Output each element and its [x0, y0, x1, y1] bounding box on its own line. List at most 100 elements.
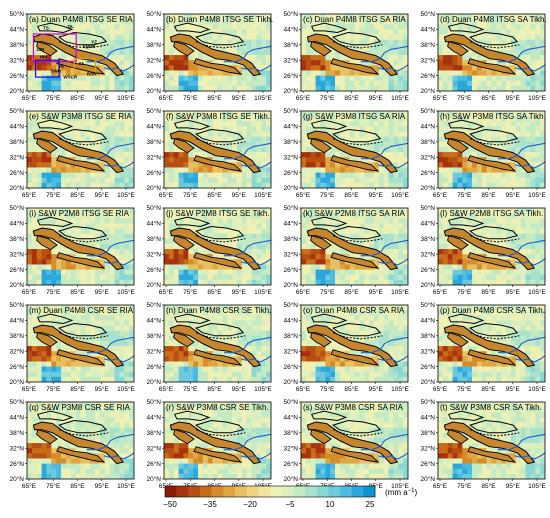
- lat-label: 44°N: [420, 220, 435, 228]
- colorbar-swatch: [293, 486, 306, 497]
- panel-title: (i) S&W P2M8 ITSG SE RIA: [29, 209, 130, 218]
- colorbar-swatch: [281, 486, 294, 497]
- lon-label: 105°E: [528, 288, 546, 296]
- glacier-region: [36, 235, 58, 251]
- lon-label: 65°E: [433, 385, 448, 393]
- river: [223, 142, 272, 160]
- region-boundary-dashed: [58, 332, 109, 340]
- lon-label: 85°E: [344, 288, 359, 296]
- river: [497, 45, 546, 63]
- lat-label: 38°N: [9, 138, 24, 146]
- map-panel: (q) S&W P3M8 CSR SE RIA 50°N 44°N 38°N 32°N 2…: [9, 398, 135, 490]
- lat-label: 32°N: [9, 153, 24, 161]
- lat-label: 32°N: [283, 347, 298, 355]
- panel-title: (s) S&W P3M8 CSR SA RIA: [303, 403, 404, 412]
- region-outline: [57, 419, 108, 434]
- lat-label: 38°N: [420, 41, 435, 49]
- lat-label: 38°N: [283, 235, 298, 243]
- lat-label: 50°N: [283, 107, 298, 115]
- map-panel: (n) Duan P4M8 CSR SE Tikh. 50°N 44°N 38°N 32…: [146, 301, 272, 393]
- glacier-belt: [443, 324, 536, 368]
- lon-label: 85°E: [207, 288, 222, 296]
- lat-label: 50°N: [283, 204, 298, 212]
- panel-frame: [300, 13, 409, 92]
- lat-label: 32°N: [420, 56, 435, 64]
- panel-title: (d) Duan P4M8 ITSG SA Tikh.: [440, 15, 547, 24]
- colorbar-swatch: [235, 486, 247, 497]
- glacier-region: [56, 252, 106, 269]
- lat-label: 44°N: [420, 26, 435, 34]
- glacier-region: [467, 349, 517, 366]
- region-boundary-dashed: [469, 138, 520, 146]
- lon-label: 95°E: [369, 385, 384, 393]
- map-panel: (f) S&W P3M8 ITSG SE Tikh. 50°N 44°N 38°N 32…: [146, 107, 272, 199]
- region-outline: [447, 313, 485, 325]
- region-outline: [310, 216, 348, 228]
- region-outline: [194, 31, 245, 46]
- glacier-region: [330, 252, 380, 269]
- river: [86, 433, 135, 451]
- lon-label: 75°E: [457, 191, 472, 199]
- panel-title: (e) S&W P3M8 ITSG SE RIA: [29, 112, 132, 121]
- glacier-belt: [169, 227, 262, 271]
- map-panel: (k) S&W P2M8 ITSG SA RIA 50°N 44°N 38°N 32°N…: [283, 204, 409, 296]
- lat-label: 20°N: [9, 475, 24, 483]
- lat-label: 26°N: [9, 266, 24, 274]
- region-outline: [57, 128, 108, 143]
- lat-label: 44°N: [9, 317, 24, 325]
- lon-label: 65°E: [22, 482, 37, 490]
- glacier-belt: [443, 227, 536, 271]
- panel-frame: [163, 401, 272, 480]
- river: [514, 452, 546, 460]
- lon-label: 85°E: [70, 288, 85, 296]
- region-outline: [331, 128, 382, 143]
- lat-label: 32°N: [146, 250, 161, 258]
- region-label: BSR: [87, 72, 97, 77]
- glacier-belt: [32, 227, 125, 271]
- lon-label: 65°E: [296, 191, 311, 199]
- region-boundary-dashed: [58, 41, 109, 49]
- lat-label: 26°N: [420, 72, 435, 80]
- region-outline: [57, 225, 108, 240]
- lon-label: 75°E: [183, 94, 198, 102]
- lat-label: 26°N: [9, 363, 24, 371]
- lat-label: 26°N: [146, 460, 161, 468]
- glacier-region: [36, 332, 58, 348]
- river: [377, 355, 409, 363]
- lon-label: 105°E: [528, 94, 546, 102]
- lon-label: 95°E: [506, 288, 521, 296]
- lat-label: 26°N: [420, 460, 435, 468]
- river: [103, 161, 135, 169]
- lat-label: 32°N: [283, 250, 298, 258]
- region-boundary-dashed: [332, 429, 383, 437]
- lat-label: 20°N: [283, 184, 298, 192]
- map-panel: (s) S&W P3M8 CSR SA RIA 50°N 44°N 38°N 32°N 2…: [283, 398, 409, 490]
- lon-label: 75°E: [457, 385, 472, 393]
- lon-label: 105°E: [391, 191, 409, 199]
- lat-label: 20°N: [146, 378, 161, 386]
- lat-label: 20°N: [283, 378, 298, 386]
- region-outline: [310, 313, 348, 325]
- lon-label: 95°E: [95, 385, 110, 393]
- region-boundary-dashed: [469, 235, 520, 243]
- river: [360, 45, 409, 63]
- lat-label: 50°N: [146, 398, 161, 406]
- lat-label: 44°N: [9, 220, 24, 228]
- glacier-region: [310, 235, 332, 251]
- lon-label: 85°E: [344, 191, 359, 199]
- lon-label: 65°E: [159, 288, 174, 296]
- trend-field: [164, 14, 271, 91]
- lat-label: 32°N: [9, 347, 24, 355]
- colorbar-tick-label: −35: [203, 500, 217, 509]
- panel-frame: [437, 207, 546, 286]
- map-panel: (c) Duan P4M8 ITSG SA RIA 50°N 44°N 38°N 32°…: [283, 10, 409, 102]
- region-outline: [173, 119, 211, 131]
- lat-label: 20°N: [283, 87, 298, 95]
- glacier-region: [193, 252, 243, 269]
- lat-label: 44°N: [420, 414, 435, 422]
- lon-label: 105°E: [254, 288, 272, 296]
- lat-label: 32°N: [9, 250, 24, 258]
- panel-frame: [437, 110, 546, 189]
- glacier-region: [310, 332, 332, 348]
- lon-label: 65°E: [433, 191, 448, 199]
